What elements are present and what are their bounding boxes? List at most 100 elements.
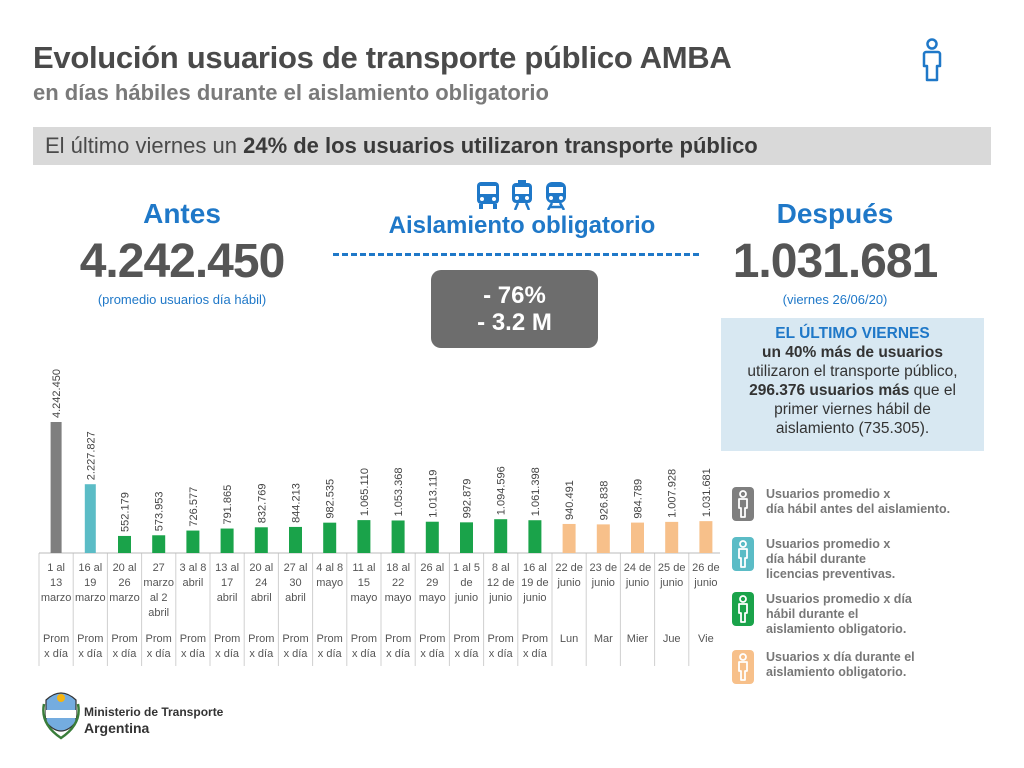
bar-value-label: 1.094.596 xyxy=(496,466,508,515)
category-label: 20 al xyxy=(249,562,273,574)
legend-label: Usuarios x día durante el aislamiento obl… xyxy=(766,650,915,680)
category-label: 16 al xyxy=(78,562,102,574)
legend-label-line: Usuarios x día durante el xyxy=(766,650,915,664)
category-sublabel: x día xyxy=(318,648,343,660)
category-sublabel: x día xyxy=(523,648,548,660)
category-label: 1 al xyxy=(47,562,65,574)
category-sublabel: Prom xyxy=(317,633,343,645)
category-label: de xyxy=(460,577,472,589)
category-label: abril xyxy=(148,607,169,619)
category-sublabel: x día xyxy=(420,648,445,660)
legend-item: Usuarios promedio x día hábil durante el a… xyxy=(732,592,912,637)
category-sublabel: x día xyxy=(44,648,69,660)
category-sublabel: Prom xyxy=(248,633,274,645)
antes-label: Antes xyxy=(143,198,221,229)
category-sublabel: Prom xyxy=(351,633,377,645)
category-label: 1 al 5 xyxy=(453,562,480,574)
category-sublabel: Prom xyxy=(180,633,206,645)
bar xyxy=(665,521,679,553)
category-label: abril xyxy=(285,592,306,604)
bar-value-label: 1.031.681 xyxy=(701,468,713,517)
info-line2: un 40% más de usuarios xyxy=(762,344,943,361)
category-sublabel: x día xyxy=(386,648,411,660)
bar-value-label: 844.213 xyxy=(291,483,303,523)
page-subtitle: en días hábiles durante el aislamiento o… xyxy=(33,80,549,105)
category-label: 20 al xyxy=(113,562,137,574)
page-title: Evolución usuarios de transporte público… xyxy=(33,40,732,75)
bar xyxy=(152,535,166,553)
category-label: 19 de xyxy=(521,577,549,589)
bar xyxy=(254,527,268,553)
category-sublabel: Prom xyxy=(282,633,308,645)
bar xyxy=(220,528,234,553)
bar xyxy=(289,526,302,553)
bar xyxy=(528,520,542,553)
category-label: junio xyxy=(556,577,580,589)
antes-note: (promedio usuarios día hábil) xyxy=(97,292,267,307)
category-label: abril xyxy=(183,577,204,589)
category-label: abril xyxy=(217,592,238,604)
banner-text: El último viernes un 24% de los usuarios… xyxy=(45,133,758,159)
category-label: 27 al xyxy=(284,562,308,574)
banner-prefix: El último viernes un xyxy=(45,133,244,158)
category-label: mayo xyxy=(350,592,377,604)
bar xyxy=(596,524,610,553)
category-table xyxy=(38,552,720,666)
despues-note: (viernes 26/06/20) xyxy=(782,292,888,307)
category-sublabel: Prom xyxy=(488,633,514,645)
category-sublabel: Prom xyxy=(419,633,445,645)
bar-value-label: 552.179 xyxy=(120,492,132,532)
person-icon xyxy=(732,537,754,571)
legend-item: Usuarios x día durante el aislamiento obl… xyxy=(732,650,915,684)
legend-label-line: día hábil antes del aislamiento. xyxy=(766,502,951,516)
legend-item: Usuarios promedio x día hábil antes del a… xyxy=(732,487,950,521)
category-label: 17 xyxy=(221,577,233,589)
category-sublabel: x día xyxy=(181,648,206,660)
category-sublabel: Mier xyxy=(627,633,649,645)
dashed-divider xyxy=(333,253,699,256)
category-label: 13 xyxy=(50,577,62,589)
bar-value-label: 984.789 xyxy=(633,479,645,519)
bar xyxy=(699,521,713,553)
category-sublabel: Vie xyxy=(698,633,714,645)
bar-value-label: 2.227.827 xyxy=(85,431,97,480)
category-sublabel: x día xyxy=(455,648,480,660)
legend-label-line: día hábil durante xyxy=(766,552,867,566)
category-label: 12 de xyxy=(487,577,515,589)
category-label: al 2 xyxy=(150,592,168,604)
bar xyxy=(118,535,131,553)
category-label: junio xyxy=(591,577,615,589)
category-label: 15 xyxy=(358,577,370,589)
info-line4-bold: 296.376 usuarios más xyxy=(749,382,910,399)
antes-value: 4.242.450 xyxy=(79,235,286,288)
ministry-name: Ministerio de Transporte Argentina xyxy=(84,704,223,736)
category-label: 26 al xyxy=(420,562,444,574)
category-label: junio xyxy=(488,592,512,604)
category-sublabel: x día xyxy=(489,648,514,660)
bar xyxy=(357,520,371,553)
bar-value-label: 791.865 xyxy=(222,485,234,525)
legend-label-line: licencias preventivas. xyxy=(766,567,896,581)
person-icon xyxy=(732,650,754,684)
category-sublabel: Prom xyxy=(385,633,411,645)
category-sublabel: x día xyxy=(284,648,309,660)
train-icon xyxy=(512,180,532,210)
category-label: 30 xyxy=(289,577,301,589)
category-label: 3 al 8 xyxy=(179,562,206,574)
info-box: EL ÚLTIMO VIERNES un 40% más de usuarios… xyxy=(721,318,984,451)
category-sublabel: Prom xyxy=(214,633,240,645)
category-label: junio xyxy=(659,577,683,589)
bar xyxy=(50,422,62,553)
category-label: marzo xyxy=(41,592,72,604)
bar-value-label: 726.577 xyxy=(188,487,200,527)
category-sublabel: Prom xyxy=(111,633,137,645)
bar-value-label: 1.013.119 xyxy=(427,470,439,518)
despues-value: 1.031.681 xyxy=(732,235,939,288)
category-label: junio xyxy=(625,577,649,589)
bar-value-label: 982.535 xyxy=(325,479,337,519)
bar xyxy=(186,530,200,553)
category-label: 26 de xyxy=(692,562,720,574)
category-label: 19 xyxy=(84,577,96,589)
bar-value-label: 1.007.928 xyxy=(667,469,679,518)
legend-label-line: aislamiento obligatorio. xyxy=(766,622,907,636)
